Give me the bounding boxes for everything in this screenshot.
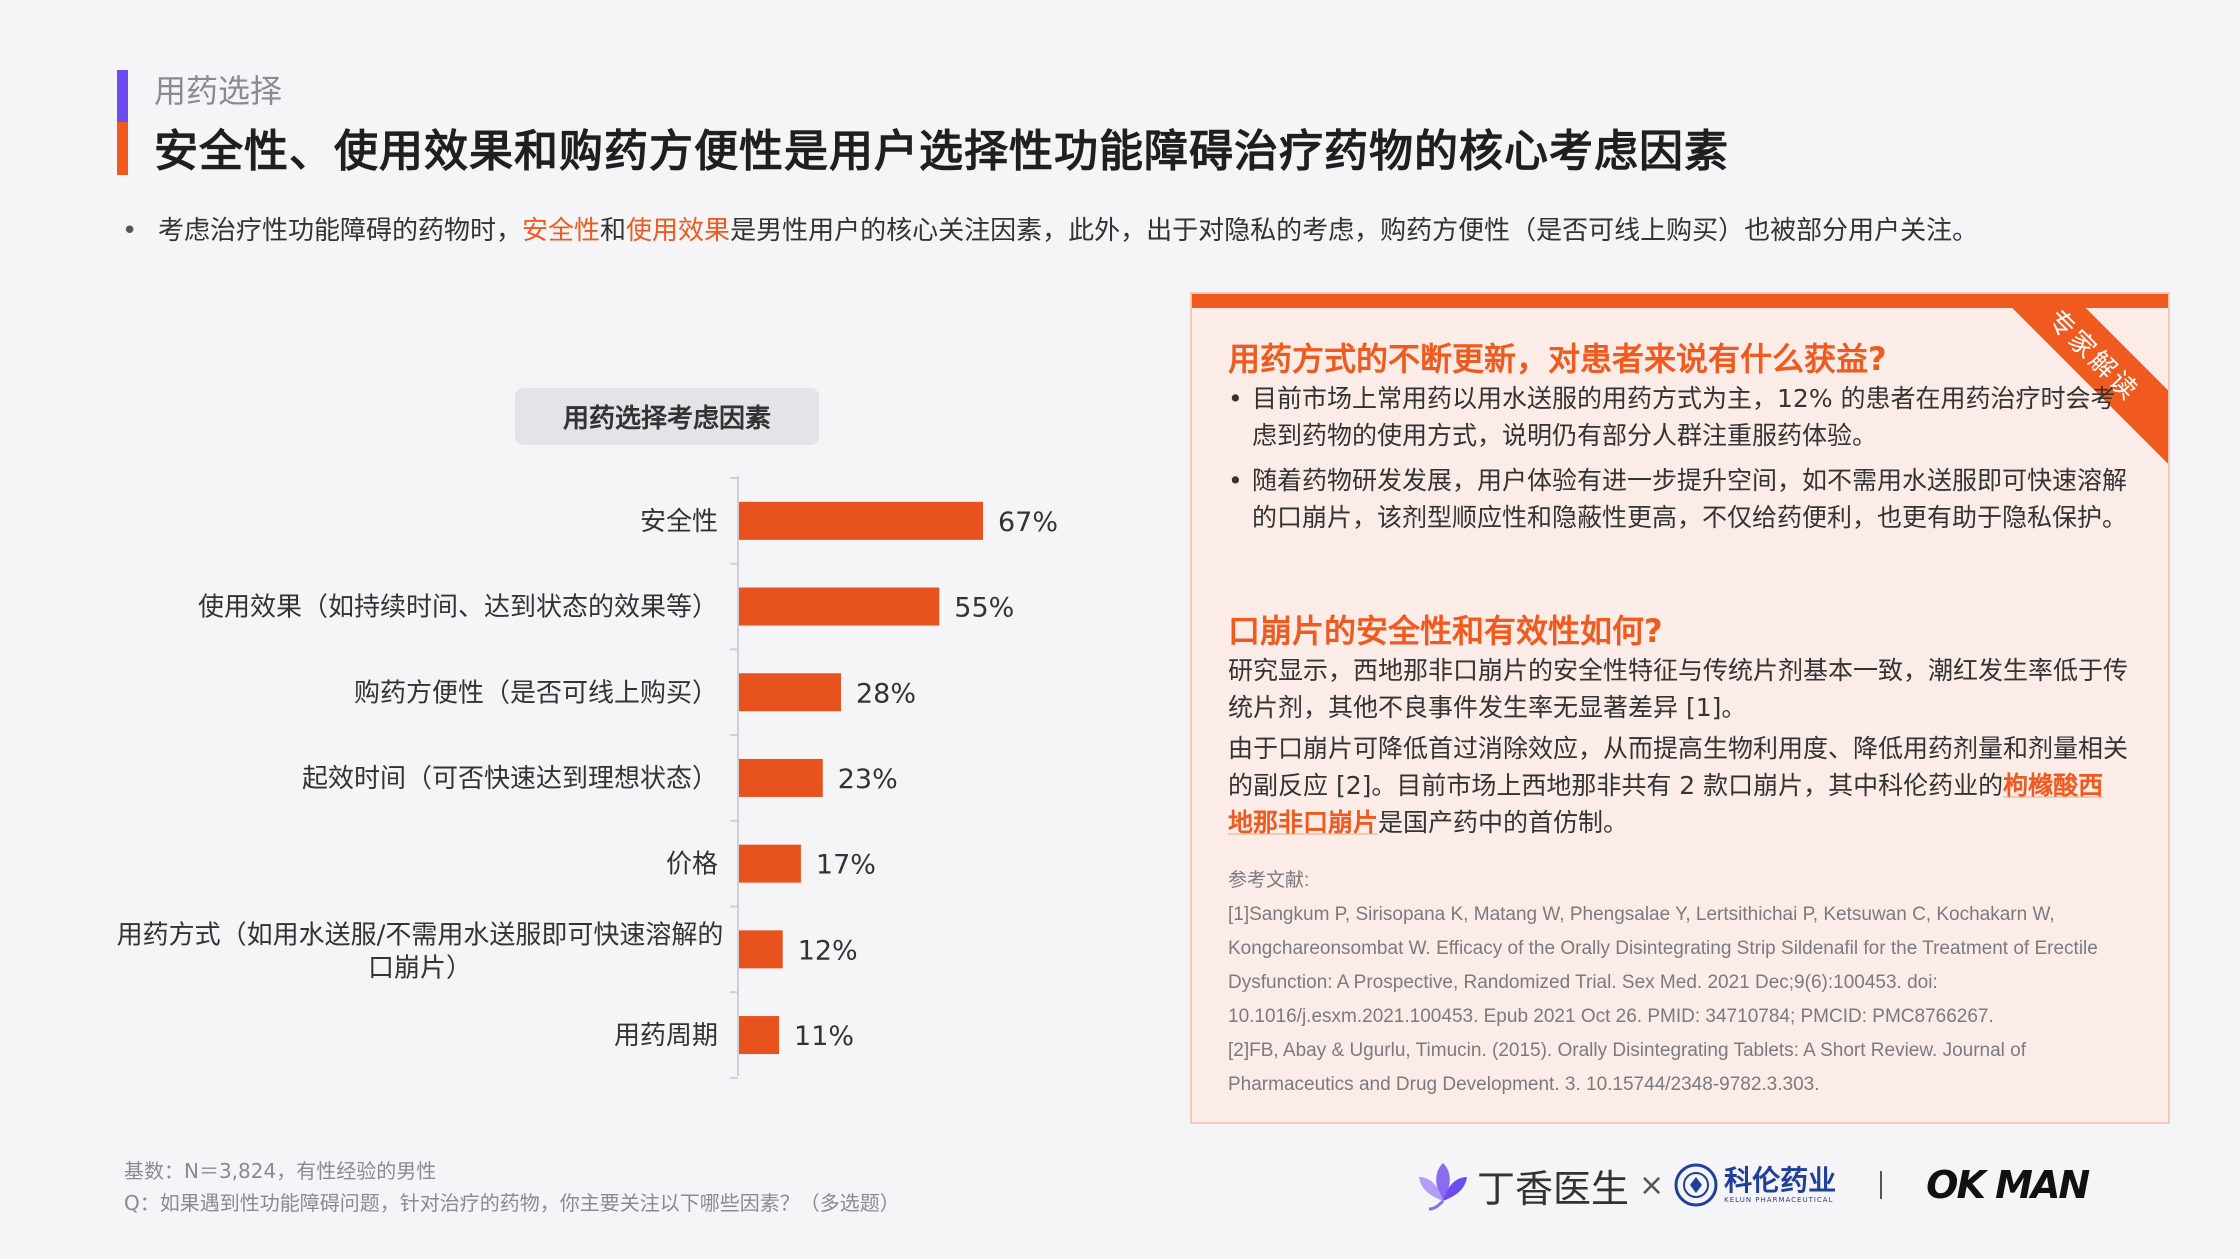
- category-label: 用药周期: [614, 1021, 718, 1051]
- bar: [739, 501, 983, 540]
- panel-top-bar: [1192, 294, 2168, 308]
- logo-kelun-en: KELUN PHARMACEUTICAL: [1724, 1196, 1834, 1204]
- bar-value-label: 55%: [954, 593, 1014, 624]
- category-label: 购药方便性（是否可线上购买）: [354, 678, 718, 708]
- panel-bullet: • 目前市场上常用药以用水送服的用药方式为主，12% 的患者在用药治疗时会考虑到药…: [1228, 380, 2128, 454]
- clove-flower-icon: [1419, 1163, 1467, 1211]
- panel-q2-para-1: 研究显示，西地那非口崩片的安全性特征与传统片剂基本一致，潮红发生率低于传统片剂，…: [1228, 656, 2129, 722]
- panel-q1-bullets: • 目前市场上常用药以用水送服的用药方式为主，12% 的患者在用药治疗时会考虑到药…: [1228, 380, 2128, 536]
- logo-separator: [1880, 1171, 1883, 1199]
- footnote-question: Q：如果遇到性功能障碍问题，针对治疗的药物，你主要关注以下哪些因素？（多选题）: [124, 1191, 900, 1215]
- bar: [739, 844, 801, 883]
- logo-strip: 丁香医生 × 科伦药业 KELUN PHARMACEUTICAL OK MAN: [1415, 1150, 2135, 1220]
- page-title: 安全性、使用效果和购药方便性是用户选择性功能障碍治疗药物的核心考虑因素: [154, 126, 1729, 177]
- references: 参考文献: [1]Sangkum P, Sirisopana K, Matang…: [1228, 864, 2148, 1102]
- kelun-emblem-icon: [1674, 1163, 1718, 1207]
- reference-line: [1]Sangkum P, Sirisopana K, Matang W, Ph…: [1228, 904, 2055, 925]
- bar: [739, 1016, 780, 1055]
- bar-value-label: 28%: [856, 678, 916, 709]
- reference-line: Pharmaceutics and Drug Development. 3. 1…: [1228, 1074, 1820, 1095]
- reference-line: Kongchareonsombat W. Efficacy of the Ora…: [1228, 938, 2098, 959]
- logo-okman: OK MAN: [1926, 1163, 2090, 1207]
- bar: [739, 587, 940, 626]
- reference-line: [2]FB, Abay & Ugurlu, Timucin. (2015). O…: [1228, 1040, 2027, 1061]
- logo-times: ×: [1639, 1167, 1665, 1203]
- summary-text-1: 考虑治疗性功能障碍的药物时，: [158, 216, 523, 246]
- bar-value-label: 67%: [998, 507, 1058, 538]
- category-label: 起效时间（可否快速达到理想状态）: [302, 764, 718, 794]
- category-label: 使用效果（如持续时间、达到状态的效果等）: [198, 593, 718, 623]
- bar: [739, 758, 823, 797]
- bar: [739, 673, 841, 712]
- category-label: 安全性: [640, 507, 718, 537]
- panel-q2-text: 研究显示，西地那非口崩片的安全性特征与传统片剂基本一致，潮红发生率低于传统片剂，…: [1228, 652, 2128, 841]
- summary-highlight-safety: 安全性: [522, 216, 601, 246]
- logo-dxy-text: 丁香医生: [1477, 1166, 1630, 1211]
- bar-value-label: 23%: [838, 764, 898, 795]
- category-label: 价格: [666, 850, 718, 880]
- summary-text-2: 和: [600, 216, 627, 246]
- logo-dxy: 丁香医生: [1415, 1157, 1629, 1213]
- summary-text-3: 是男性用户的核心关注因素，此外，出于对隐私的考虑，购药方便性（是否可线上购买）也…: [730, 216, 1979, 246]
- accent-bar-orange: [117, 122, 128, 175]
- reference-line: 10.1016/j.esxm.2021.100453. Epub 2021 Oc…: [1228, 1006, 1994, 1027]
- category-label: 用药方式（如用水送服/不需用水送服即可快速溶解的口崩片）: [117, 920, 724, 983]
- accent-bar-purple: [117, 70, 128, 122]
- bullet-dot: •: [122, 216, 138, 246]
- reference-line: Dysfunction: A Prospective, Randomized T…: [1228, 972, 1938, 993]
- product-name-highlight: 枸橼酸西地那非口崩片: [1228, 771, 2104, 837]
- logo-kelun: 科伦药业 KELUN PHARMACEUTICAL: [1674, 1163, 1836, 1207]
- bar: [739, 930, 783, 969]
- bar-chart: 67% 安全性 55% 使用效果（如持续时间、达到状态的效果等） 28% 购药方便性（是否…: [117, 476, 1058, 1079]
- logo-kelun-cn: 科伦药业: [1724, 1164, 1837, 1197]
- panel-question-1: 用药方式的不断更新，对患者来说有什么获益?: [1228, 340, 1887, 378]
- bar-value-label: 12%: [798, 935, 858, 966]
- panel-question-2: 口崩片的安全性和有效性如何?: [1228, 612, 1663, 650]
- footnote-base: 基数：N＝3,824，有性经验的男性: [124, 1159, 437, 1183]
- panel-q2-para-2: 由于口崩片可降低首过消除效应，从而提高生物利用度、降低用药剂量和剂量相关的副反应…: [1228, 734, 2129, 837]
- bar-value-label: 11%: [794, 1021, 854, 1052]
- panel-bullet-text: 目前市场上常用药以用水送服的用药方式为主，12% 的患者在用药治疗时会考虑到药物…: [1252, 384, 2116, 450]
- references-title: 参考文献:: [1228, 870, 1310, 891]
- bar-value-label: 17%: [816, 850, 876, 881]
- panel-bullet-text: 随着药物研发发展，用户体验有进一步提升空间，如不需用水送服即可快速溶解的口崩片，…: [1252, 466, 2128, 532]
- expert-panel: 专家解读 用药方式的不断更新，对患者来说有什么获益? • 目前市场上常用药以用水送…: [1190, 292, 2170, 1124]
- section-label: 用药选择: [154, 72, 283, 110]
- chart-title: 用药选择考虑因素: [515, 388, 819, 445]
- panel-bullet: • 随着药物研发发展，用户体验有进一步提升空间，如不需用水送服即可快速溶解的口崩片…: [1228, 462, 2128, 536]
- summary-highlight-effect: 使用效果: [626, 216, 731, 246]
- summary-bullet: • 考虑治疗性功能障碍的药物时，安全性和使用效果是男性用户的核心关注因素，此外，出…: [122, 210, 1978, 247]
